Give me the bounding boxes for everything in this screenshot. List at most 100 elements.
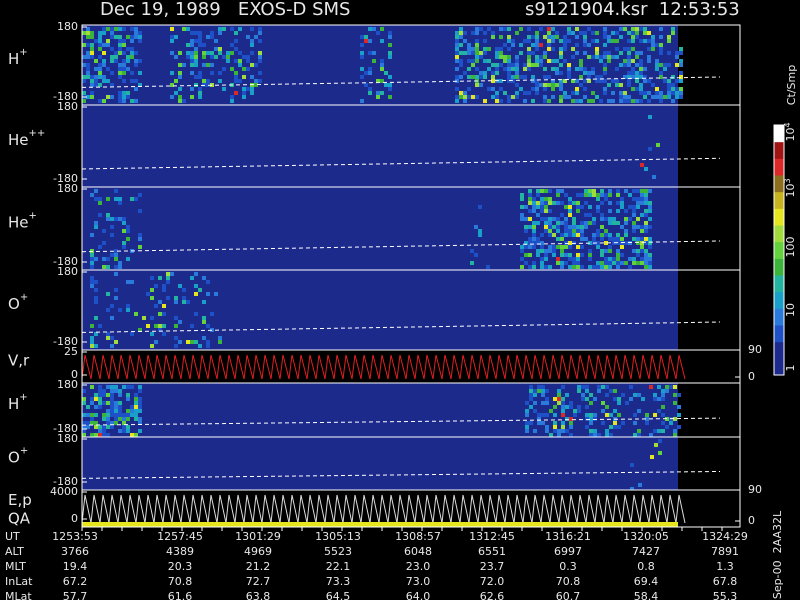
- spectrogram-cell: [519, 75, 523, 79]
- spectrogram-cell: [364, 39, 368, 43]
- spectrogram-cell: [519, 27, 523, 31]
- spectrogram-cell: [569, 421, 573, 425]
- spectrogram-cell: [90, 95, 94, 99]
- spectrogram-cell: [525, 409, 529, 413]
- spectrogram-cell: [547, 27, 551, 31]
- spectrogram-cell: [511, 43, 515, 47]
- spectrogram-cell: [560, 253, 564, 257]
- spectrogram-cell: [641, 397, 645, 401]
- spectrogram-cell: [616, 221, 620, 225]
- spectrogram-cell: [536, 193, 540, 197]
- spectrogram-cell: [675, 63, 679, 67]
- spectrogram-cell: [597, 433, 601, 437]
- trace: [243, 354, 254, 380]
- spectrogram-cell: [540, 241, 544, 245]
- spectrogram-cell: [627, 47, 631, 51]
- spectrogram-cell: [368, 51, 372, 55]
- spectrogram-cell: [655, 43, 659, 47]
- spectrogram-cell: [474, 253, 478, 257]
- spectrogram-cell: [648, 225, 652, 229]
- trace: [270, 494, 281, 524]
- spectrogram-cell: [182, 288, 186, 292]
- spectrogram-cell: [629, 397, 633, 401]
- spectrogram-cell: [540, 201, 544, 205]
- label-charge: +: [20, 446, 28, 457]
- colorbar-tick-label: 10: [784, 303, 797, 317]
- spectrogram-cell: [118, 71, 122, 75]
- spectrogram-cell: [527, 47, 531, 51]
- spectrogram-cell: [495, 67, 499, 71]
- spectrogram-cell: [659, 99, 663, 103]
- trace: [576, 354, 587, 380]
- no-data-region: [678, 383, 740, 437]
- spectrogram-cell: [491, 71, 495, 75]
- spectrogram-cell: [564, 221, 568, 225]
- spectrogram-cell: [535, 87, 539, 91]
- spectrogram-cell: [536, 201, 540, 205]
- spectrogram-cell: [150, 296, 154, 300]
- spectrogram-cell: [551, 83, 555, 87]
- spectrogram-cell: [661, 429, 665, 433]
- spectrogram-cell: [98, 35, 102, 39]
- cell: 3766: [61, 545, 89, 558]
- spectrogram-cell: [186, 300, 190, 304]
- spectrogram-cell: [560, 213, 564, 217]
- spectrogram-cell: [122, 229, 126, 233]
- spectrogram-cell: [234, 71, 238, 75]
- spectrogram-cell: [364, 35, 368, 39]
- spectrogram-cell: [563, 47, 567, 51]
- spectrogram-cell: [527, 51, 531, 55]
- spectrogram-cell: [527, 55, 531, 59]
- spectrogram-cell: [174, 344, 178, 348]
- spectrogram-cell: [82, 91, 86, 95]
- spectrogram-cell: [631, 47, 635, 51]
- spectrogram-cell: [595, 79, 599, 83]
- spectrogram-cell: [659, 95, 663, 99]
- spectrogram-cell: [479, 83, 483, 87]
- spectrogram-cell: [671, 83, 675, 87]
- spectrogram-cell: [576, 201, 580, 205]
- spectrogram-cell: [372, 51, 376, 55]
- trace: [477, 354, 488, 380]
- spectrogram-cell: [640, 245, 644, 249]
- spectrogram-cell: [589, 413, 593, 417]
- cell: 67.2: [63, 575, 88, 588]
- spectrogram-cell: [376, 91, 380, 95]
- spectrogram-cell: [645, 421, 649, 425]
- spectrogram-cell: [532, 233, 536, 237]
- spectrogram-cell: [644, 225, 648, 229]
- spectrogram-cell: [644, 209, 648, 213]
- spectrogram-cell: [118, 39, 122, 43]
- spectrogram-cell: [561, 397, 565, 401]
- spectrogram-cell: [134, 401, 138, 405]
- spectrogram-cell: [102, 257, 106, 261]
- spectrogram-cell: [541, 385, 545, 389]
- cell: 6048: [404, 545, 432, 558]
- spectrogram-cell: [567, 95, 571, 99]
- colorbar-cell: [774, 325, 784, 343]
- spectrogram-cell: [536, 213, 540, 217]
- spectrogram-cell: [98, 39, 102, 43]
- spectrogram-cell: [580, 245, 584, 249]
- spectrogram-cell: [118, 401, 122, 405]
- spectrogram-cell: [532, 237, 536, 241]
- spectrogram-cell: [388, 75, 392, 79]
- spectrogram-cell: [543, 99, 547, 103]
- spectrogram-cell: [548, 189, 552, 193]
- spectrogram-cell: [524, 241, 528, 245]
- spectrogram-cell: [114, 340, 118, 344]
- spectrogram-cell: [529, 385, 533, 389]
- spectrogram-cell: [544, 229, 548, 233]
- spectrogram-cell: [360, 35, 364, 39]
- spectrogram-cell: [543, 51, 547, 55]
- spectrogram-cell: [647, 99, 651, 103]
- spectrogram-cell: [528, 193, 532, 197]
- spectrogram-cell: [106, 308, 110, 312]
- cell: 4389: [166, 545, 194, 558]
- spectrogram-cell: [643, 39, 647, 43]
- spectrogram-cell: [600, 253, 604, 257]
- spectrogram-cell: [673, 433, 677, 437]
- spectrogram-cell: [603, 27, 607, 31]
- spectrogram-cell: [645, 413, 649, 417]
